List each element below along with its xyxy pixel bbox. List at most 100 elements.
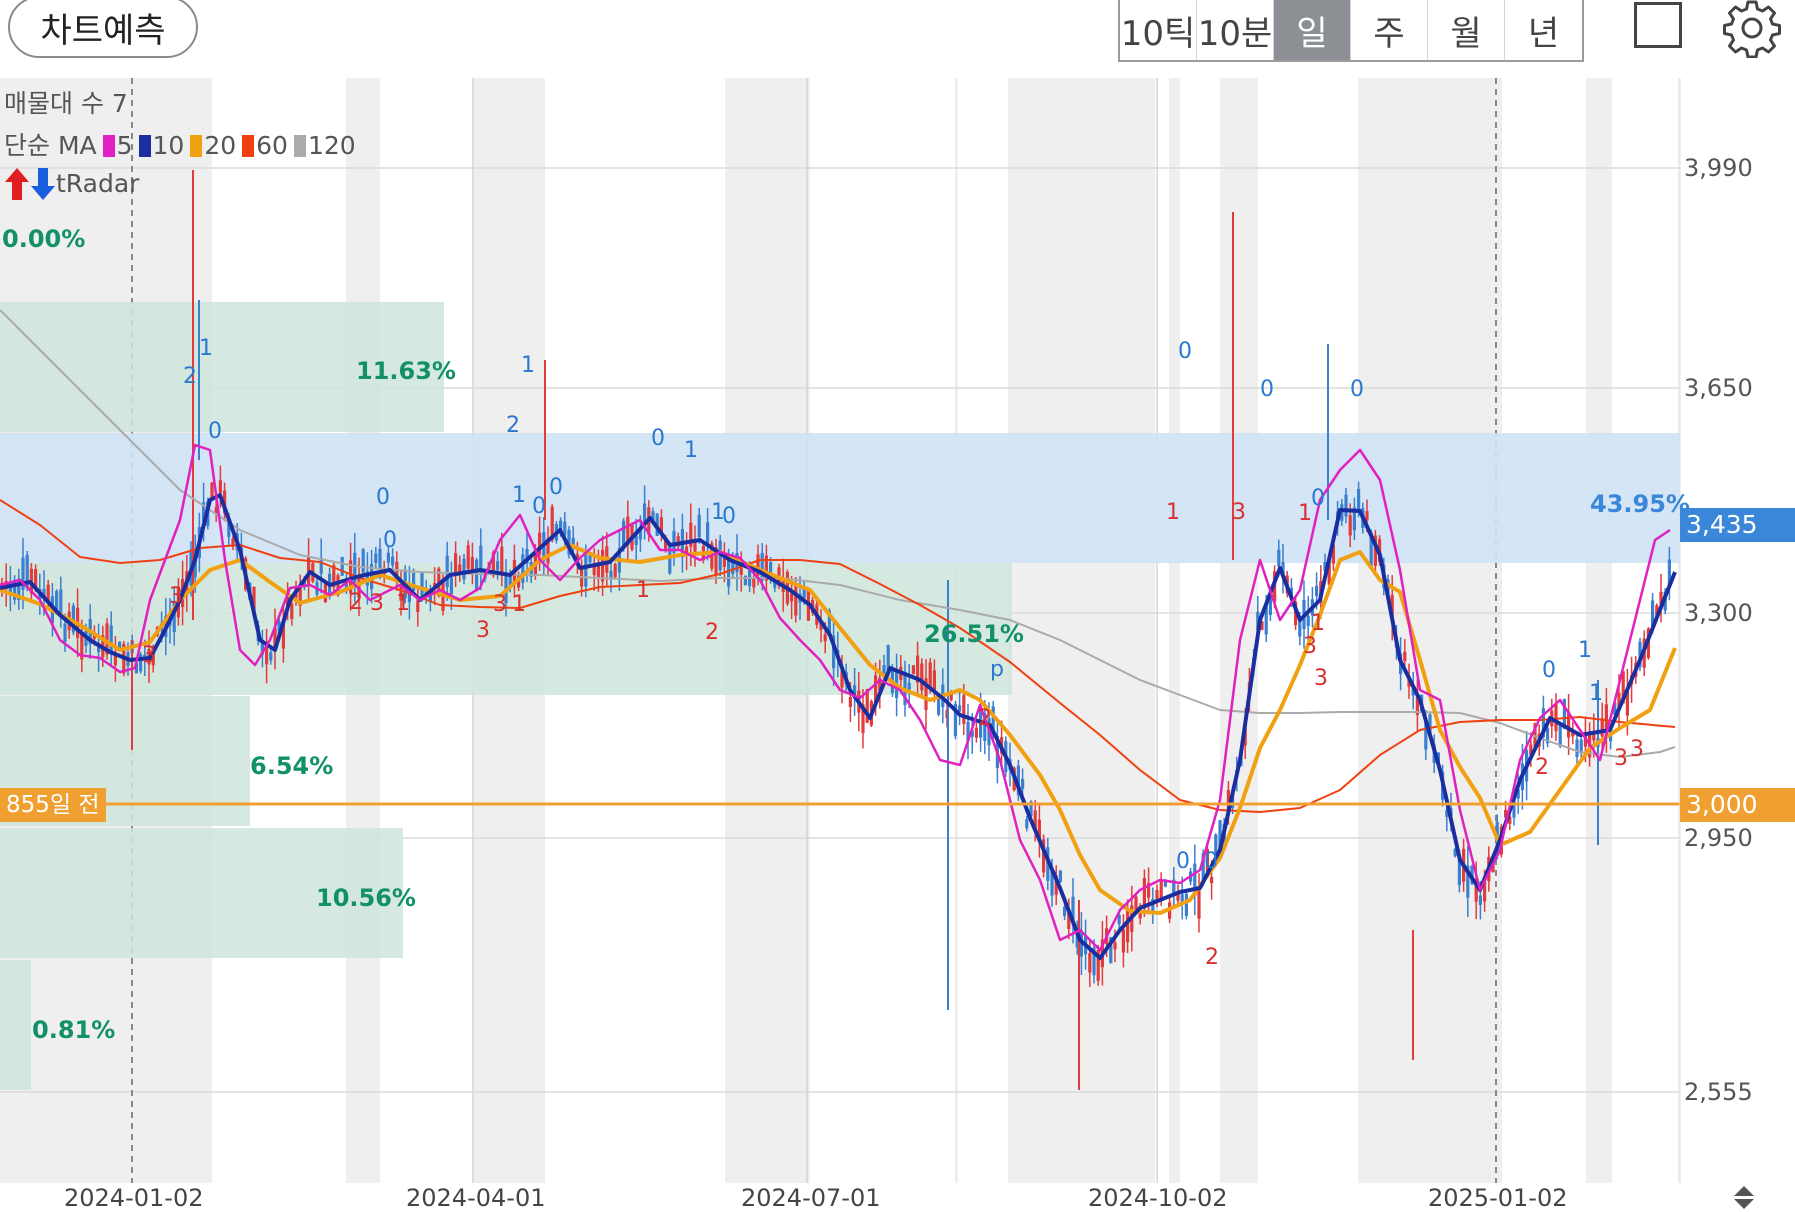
signal-number-blue: 0 (1350, 377, 1364, 402)
candle-body (332, 565, 336, 588)
signal-number-blue: 0 (1176, 849, 1190, 874)
candle-body (395, 561, 399, 581)
period-10tick-button[interactable]: 10틱 (1120, 0, 1197, 60)
signal-number-red: 2 (349, 590, 363, 615)
candle-body (1058, 870, 1062, 882)
candle-body (500, 546, 504, 573)
candle-body (1054, 875, 1058, 895)
candle-body (949, 691, 953, 701)
candle-body (416, 600, 420, 613)
period-month-button[interactable]: 월 (1428, 0, 1505, 60)
candle-body (1638, 641, 1642, 668)
signal-number-blue: 2 (506, 413, 520, 438)
candle-body (113, 652, 117, 666)
candle-body (1159, 880, 1163, 899)
signal-number-blue: p (990, 657, 1004, 682)
candle-body (412, 572, 416, 591)
candle-body (819, 621, 823, 631)
moving-average-legend[interactable]: 단순 MA 5 10 20 60 120 (4, 126, 356, 162)
period-10min-button[interactable]: 10분 (1197, 0, 1274, 60)
candle-body (1508, 816, 1512, 824)
candle-body (105, 623, 109, 655)
candle-body (1298, 620, 1302, 637)
signal-number-red: 2 (1535, 755, 1549, 780)
candle-body (521, 554, 525, 583)
candle-body (1021, 778, 1025, 790)
candle-body (458, 564, 462, 573)
candle-body (563, 521, 567, 536)
candle-body (1352, 507, 1356, 531)
signal-number-red: 1 (1311, 611, 1325, 636)
period-year-button[interactable]: 년 (1527, 13, 1560, 54)
candle-body (672, 530, 676, 554)
up-arrow-icon (5, 168, 29, 200)
candle-body (1155, 890, 1159, 902)
signal-number-blue: 1 (199, 336, 213, 361)
candle-body (227, 521, 231, 537)
signal-number-red: 3 (1630, 737, 1644, 762)
candle-body (42, 588, 46, 598)
period-week-button[interactable]: 주 (1351, 0, 1428, 60)
candle-body (571, 537, 575, 547)
tradar-legend[interactable]: tRadar (4, 166, 139, 202)
candle-body (1315, 585, 1319, 597)
candle-body (1478, 895, 1482, 905)
candle-body (1180, 894, 1184, 902)
candle-body (538, 532, 542, 555)
candle-body (1655, 605, 1659, 616)
candle-body (525, 548, 529, 564)
candle-body (273, 627, 277, 651)
candle-body (357, 575, 361, 598)
signal-number-red: 3 (1303, 634, 1317, 659)
candle-body (307, 556, 311, 584)
candle-body (55, 591, 59, 610)
chart-predict-button[interactable]: 차트예측 (8, 0, 198, 58)
scroll-arrows-icon[interactable] (1734, 1186, 1754, 1209)
candle-body (827, 610, 831, 636)
candle-body (1134, 896, 1138, 910)
candle-body (882, 664, 886, 676)
ma10-swatch (138, 135, 151, 157)
candle-body (399, 584, 403, 601)
candle-body (840, 670, 844, 688)
candle-body (1109, 937, 1113, 964)
signal-number-blue: 0 (1204, 849, 1218, 874)
candle-body (1541, 708, 1545, 738)
candle-body (1567, 711, 1571, 738)
candle-body (1037, 819, 1041, 843)
period-day-button[interactable]: 일 (1274, 0, 1351, 60)
candle-body (1390, 594, 1394, 621)
candle-body (676, 536, 680, 547)
candle-body (34, 569, 38, 588)
candle-body (1210, 877, 1214, 884)
candle-body (59, 589, 63, 615)
candle-body (1067, 908, 1071, 929)
volume-profile-band-1 (0, 302, 444, 432)
candle-body (1331, 544, 1335, 564)
candle-body (1218, 820, 1222, 852)
signal-number-blue: 0 (1178, 339, 1192, 364)
candle-body (1184, 893, 1188, 916)
candle-body (983, 713, 987, 741)
candle-body (559, 520, 563, 534)
candle-body (1142, 878, 1146, 909)
volume-profile-legend[interactable]: 매물대 수 7 (4, 89, 128, 118)
candle-body (1504, 810, 1508, 818)
candle-body (1575, 739, 1579, 757)
candle-body (1621, 671, 1625, 704)
candle-body (937, 698, 941, 715)
candle-body (970, 730, 974, 737)
candle-body (613, 563, 617, 578)
candle-body (550, 506, 554, 541)
candle-body (748, 567, 752, 587)
ma60-label: 60 (256, 131, 288, 160)
ma120-swatch (293, 135, 306, 157)
candle-body (445, 555, 449, 588)
candle-body (281, 620, 285, 649)
candle-body (1373, 535, 1377, 566)
fullscreen-square-icon[interactable] (1634, 2, 1682, 48)
price-axis-label: 2,950 (1684, 824, 1753, 852)
candle-body (1457, 856, 1461, 886)
gear-icon[interactable] (1722, 0, 1782, 58)
